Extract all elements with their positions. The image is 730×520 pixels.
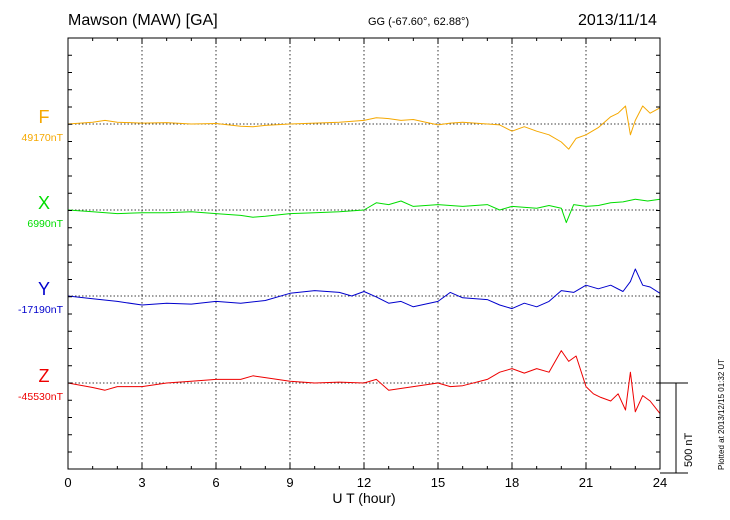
x-tick-label: 15 <box>431 475 445 490</box>
component-label-x: X <box>38 193 50 213</box>
scale-bar: 500 nT <box>660 382 695 474</box>
trace-x <box>67 198 661 224</box>
trace-z <box>67 350 661 414</box>
x-tick-label: 6 <box>212 475 219 490</box>
station-title: Mawson (MAW) [GA] <box>68 12 218 29</box>
baseline-value-y: -17190nT <box>18 304 64 316</box>
x-tick-label: 24 <box>653 475 667 490</box>
x-axis-label: U T (hour) <box>332 490 395 506</box>
scale-bar-label: 500 nT <box>683 432 695 467</box>
x-tick-label: 18 <box>505 475 519 490</box>
x-tick-label: 0 <box>64 475 71 490</box>
component-label-f: F <box>39 107 50 127</box>
x-tick-label: 9 <box>286 475 293 490</box>
baseline-value-f: 49170nT <box>22 132 64 144</box>
trace-f <box>67 105 661 150</box>
x-tick-label: 21 <box>579 475 593 490</box>
baseline-value-x: 6990nT <box>27 218 63 230</box>
x-tick-label: 12 <box>357 475 371 490</box>
x-tick-labels: 0 3 6 9 12 15 18 21 24 <box>64 475 667 490</box>
date-label: 2013/11/14 <box>578 12 657 29</box>
component-label-y: Y <box>38 279 50 299</box>
grid-lines <box>141 38 587 469</box>
axis-ticks <box>67 37 661 469</box>
component-labels: F 49170nT X 6990nT Y -17190nT Z -45530nT <box>18 107 64 403</box>
component-label-z: Z <box>39 366 50 386</box>
coordinates-label: GG (-67.60°, 62.88°) <box>368 16 470 28</box>
plotted-timestamp: Plotted at 2013/12/15 01:32 UT <box>717 359 726 470</box>
trace-y <box>67 268 661 310</box>
traces <box>67 105 661 414</box>
x-tick-label: 3 <box>138 475 145 490</box>
baseline-value-z: -45530nT <box>18 391 64 403</box>
